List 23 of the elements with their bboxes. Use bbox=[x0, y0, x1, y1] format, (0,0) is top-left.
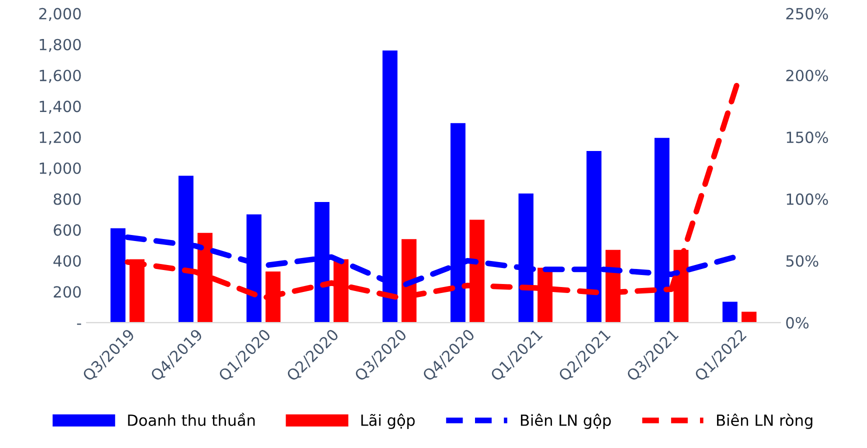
y2-tick-label: 200% bbox=[786, 70, 828, 82]
y-tick-label: 800 bbox=[54, 193, 81, 205]
y2-tick-label: 50% bbox=[786, 255, 818, 267]
y2-tick-label: 0% bbox=[786, 317, 809, 329]
y2-tick-label: 150% bbox=[786, 132, 828, 144]
bar bbox=[742, 312, 756, 323]
y-tick-label: 2,000 bbox=[39, 8, 81, 22]
y-tick-label: 1,400 bbox=[40, 100, 81, 114]
y-tick-label: 1,600 bbox=[40, 70, 81, 83]
y2-tick-label: 250% bbox=[786, 8, 828, 20]
y-tick-label: 600 bbox=[54, 224, 81, 236]
bar bbox=[722, 302, 738, 323]
y-tick-label: 1,800 bbox=[40, 38, 81, 52]
y2-tick-label: 100% bbox=[786, 193, 828, 205]
y-tick-label: 1,000 bbox=[40, 162, 81, 176]
y-tick-label: 1,200 bbox=[40, 132, 81, 145]
y-tick-label: - bbox=[77, 324, 82, 325]
legend-label: Lãi gộp bbox=[361, 414, 415, 429]
legend-label: Biên LN gộp bbox=[520, 414, 611, 429]
y-tick-label: 200 bbox=[54, 286, 81, 298]
y-tick-label: 400 bbox=[53, 255, 81, 267]
legend-label: Doanh thu thuần bbox=[128, 412, 255, 426]
legend-label: Biên LN ròng bbox=[717, 414, 812, 429]
